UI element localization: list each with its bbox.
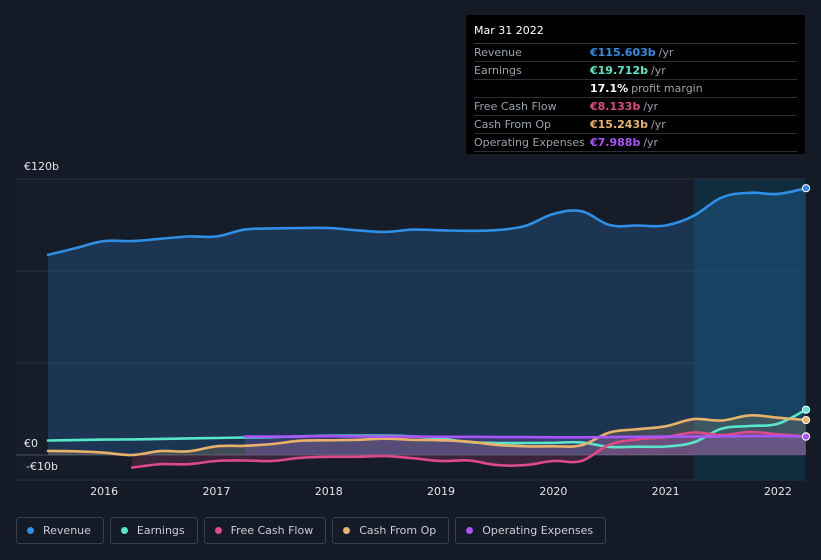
tooltip-row: 17.1% profit margin bbox=[474, 80, 797, 98]
legend-label: Earnings bbox=[136, 524, 185, 537]
tooltip-value: €15.243b bbox=[590, 118, 648, 131]
legend-label: Cash From Op bbox=[359, 524, 437, 537]
cash-from-op-line bbox=[46, 414, 808, 457]
tooltip-unit: /yr bbox=[650, 64, 666, 77]
tooltip-row: Cash From Op €15.243b/yr bbox=[474, 116, 797, 134]
operating-expenses-line bbox=[243, 434, 808, 439]
legend-dot-icon bbox=[343, 527, 351, 534]
y-tick-label: €0 bbox=[24, 437, 38, 450]
forecast-layer bbox=[693, 179, 805, 480]
tick-layer: €120b €0 -€10b 2016 2017 2018 2019 2020 2021 2022 bbox=[24, 160, 792, 498]
tooltip-label: Free Cash Flow bbox=[474, 100, 557, 113]
legend-item[interactable]: Cash From Op bbox=[332, 517, 450, 544]
x-tick-label: 2022 bbox=[764, 485, 792, 498]
chart-legend: Revenue Earnings Free Cash Flow Cash From O… bbox=[16, 517, 607, 544]
legend-item[interactable]: Free Cash Flow bbox=[203, 517, 327, 544]
earnings-end-marker bbox=[801, 405, 811, 414]
x-tick-label: 2017 bbox=[202, 485, 230, 498]
cash-from-op-end-marker bbox=[801, 415, 811, 425]
legend-item[interactable]: Revenue bbox=[16, 517, 104, 544]
tooltip-row: Earnings €19.712b/yr bbox=[474, 62, 797, 80]
legend-label: Revenue bbox=[43, 524, 91, 537]
legend-dot-icon bbox=[466, 527, 474, 534]
legend-item[interactable]: Operating Expenses bbox=[455, 517, 607, 544]
tooltip-row: Operating Expenses €7.988b/yr bbox=[474, 134, 797, 152]
data-tooltip: Mar 31 2022 Revenue €115.603b/yr Earnings €… bbox=[466, 15, 805, 154]
tooltip-label: Revenue bbox=[474, 46, 522, 59]
forecast-region bbox=[693, 179, 805, 480]
tooltip-label: Operating Expenses bbox=[474, 136, 585, 149]
legend-label: Free Cash Flow bbox=[230, 524, 314, 537]
tooltip-unit: profit margin bbox=[631, 82, 703, 95]
tooltip-unit: /yr bbox=[650, 118, 666, 131]
revenue-line bbox=[46, 186, 808, 257]
legend-label: Operating Expenses bbox=[482, 524, 594, 537]
legend-dot-icon bbox=[214, 527, 222, 534]
tooltip-label: Cash From Op bbox=[474, 118, 552, 131]
tooltip-unit: /yr bbox=[658, 46, 674, 59]
tooltip-value: €115.603b bbox=[590, 46, 656, 59]
tooltip-label bbox=[474, 80, 590, 97]
tooltip-row: Free Cash Flow €8.133b/yr bbox=[474, 98, 797, 116]
tooltip-value: €7.988b bbox=[590, 136, 641, 149]
legend-item[interactable]: Earnings bbox=[109, 517, 198, 544]
tooltip-unit: /yr bbox=[643, 136, 659, 149]
line-layer bbox=[46, 184, 811, 469]
revenue-end-marker bbox=[801, 184, 811, 193]
x-tick-label: 2019 bbox=[427, 485, 455, 498]
revenue-area bbox=[48, 188, 806, 455]
free-cash-flow-line bbox=[130, 430, 808, 469]
cash-from-op-area bbox=[48, 415, 806, 456]
x-tick-label: 2018 bbox=[315, 485, 343, 498]
operating-expenses-end-marker bbox=[801, 432, 811, 441]
legend-dot-icon bbox=[27, 527, 34, 534]
x-tick-label: 2021 bbox=[652, 485, 680, 498]
tooltip-value: €8.133b bbox=[590, 100, 641, 113]
tooltip-value: €19.712b bbox=[590, 64, 648, 77]
tooltip-unit: /yr bbox=[643, 100, 659, 113]
y-tick-label: -€10b bbox=[26, 460, 58, 473]
legend-dot-icon bbox=[120, 527, 128, 534]
tooltip-row: Revenue €115.603b/yr bbox=[474, 44, 797, 62]
tooltip-value: 17.1% bbox=[590, 82, 629, 95]
x-tick-label: 2016 bbox=[90, 485, 118, 498]
free-cash-flow-area bbox=[132, 431, 806, 468]
y-tick-label: €120b bbox=[24, 160, 59, 173]
x-tick-label: 2020 bbox=[539, 485, 567, 498]
tooltip-label: Earnings bbox=[474, 64, 522, 77]
tooltip-date: Mar 31 2022 bbox=[474, 21, 797, 44]
